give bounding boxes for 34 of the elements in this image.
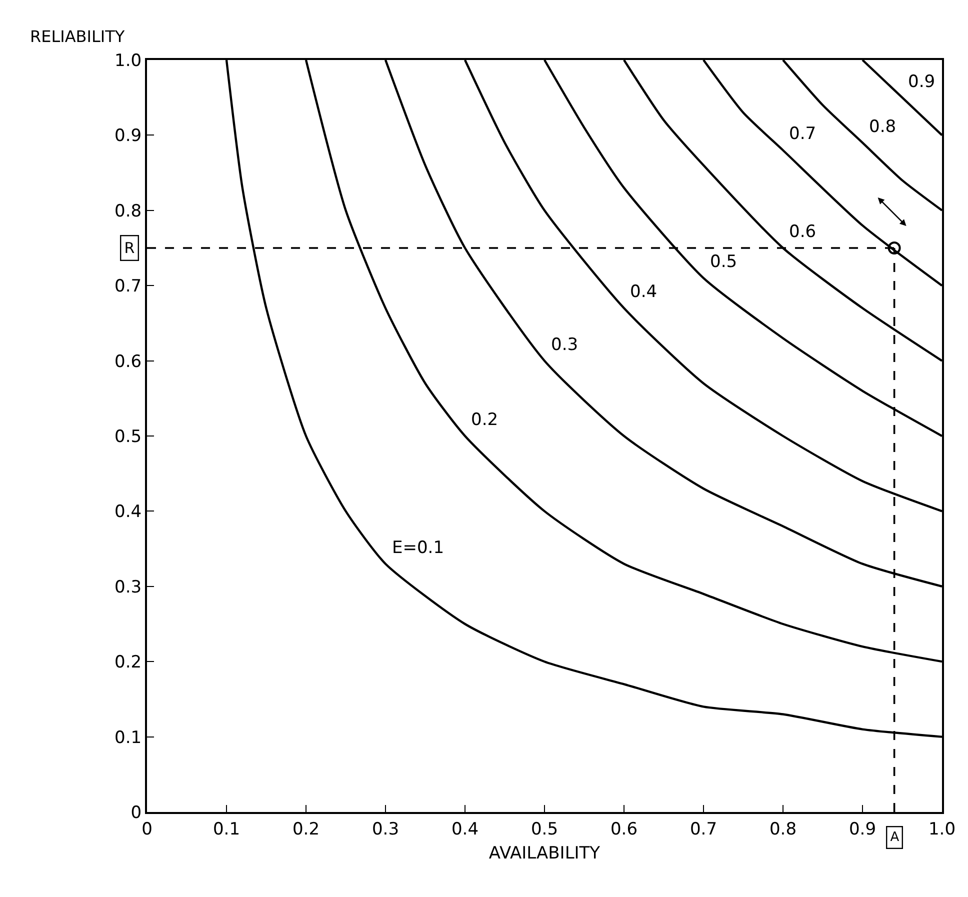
x-tick-label: 0.4 [451, 819, 479, 840]
y-tick-label: 1.0 [114, 50, 142, 71]
x-tick-label: 0.3 [372, 819, 400, 840]
x-axis-title: AVAILABILITY [488, 843, 601, 864]
y-axis-title: RELIABILITY [30, 27, 125, 46]
y-tick-label: 0.6 [114, 352, 142, 372]
x-tick-label: 0.6 [610, 819, 638, 840]
series-label: 0.9 [908, 72, 936, 92]
x-tick-label: 0.8 [769, 819, 797, 840]
ref-line-label: R [124, 239, 135, 258]
y-tick-label: 0.3 [114, 577, 142, 598]
series-label: E=0.1 [392, 538, 444, 558]
series-label: 0.5 [710, 252, 738, 272]
series-label: 0.7 [789, 124, 816, 144]
series-label: 0.8 [869, 117, 896, 137]
ref-line-label: A [890, 830, 900, 846]
y-tick-label: 0.2 [114, 652, 142, 673]
y-tick-label: 0.8 [114, 201, 142, 222]
x-tick-label: 0.2 [292, 819, 320, 840]
series-label: 0.4 [630, 282, 658, 302]
x-tick-label: 0.1 [212, 819, 240, 840]
series-label: 0.2 [471, 410, 498, 430]
series-label: 0.6 [789, 222, 816, 242]
y-tick-label: 0.5 [114, 426, 142, 447]
y-tick-label: 0.4 [114, 502, 142, 522]
y-tick-label: 0.1 [114, 728, 142, 748]
y-tick-label: 0 [130, 802, 142, 823]
x-tick-label: 0.7 [690, 819, 718, 840]
x-tick-label: 0.5 [530, 819, 558, 840]
series-label: 0.3 [551, 335, 578, 355]
y-tick-label: 0.9 [114, 126, 142, 146]
x-tick-label: 1.0 [928, 819, 956, 840]
y-tick-label: 0.7 [114, 276, 142, 297]
x-tick-label: 0.9 [848, 819, 876, 840]
